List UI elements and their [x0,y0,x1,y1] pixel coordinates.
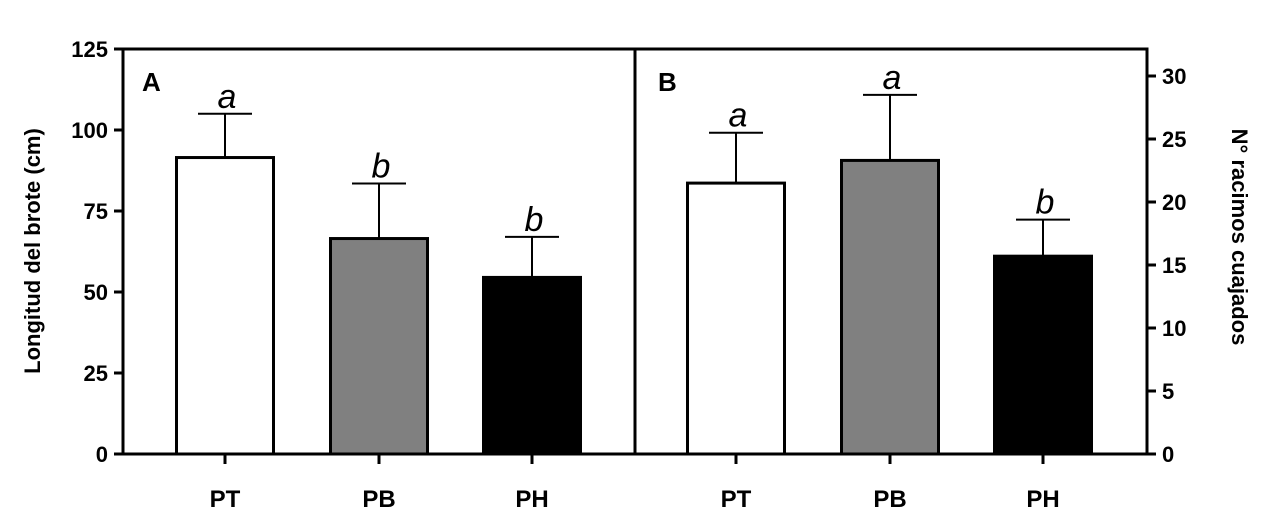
bar-b-pt [686,181,786,456]
panel-a-label: A [142,67,161,97]
y-tick-label: 15 [1162,253,1186,278]
bar-b-pb [840,158,940,456]
y-tick-label: 0 [1162,442,1174,467]
bar-a-ph [482,275,582,456]
bars-panel-a: a PT b PB b PH [175,78,582,513]
x-category-label: PT [721,486,752,513]
bars-panel-b: a PT a PB b PH [686,59,1093,513]
bar-a-pb [329,237,429,456]
bar-b-ph [993,254,1093,456]
y-tick-label: 125 [71,37,108,62]
y-tick-label: 5 [1162,379,1174,404]
panel-b: B N° racimos cuajados 0 5 10 15 20 25 30 a PT a P… [633,47,1252,513]
y-tick-label: 10 [1162,316,1186,341]
y-axis-right: 0 5 10 15 20 25 30 [1147,64,1186,467]
panel-b-label: B [658,67,677,97]
significance-label: b [372,147,391,185]
y-tick-label: 30 [1162,64,1186,89]
significance-label: a [883,59,902,97]
x-category-label: PB [873,486,906,513]
y-axis-left: 0 25 50 75 100 125 [71,37,123,467]
y-tick-label: 100 [71,118,108,143]
y-axis-title-right: N° racimos cuajados [1227,129,1252,346]
x-category-label: PB [362,486,395,513]
x-category-label: PH [1026,486,1059,513]
significance-label: a [218,78,237,116]
significance-label: b [1036,184,1055,222]
x-category-label: PH [515,486,548,513]
significance-label: a [729,97,748,135]
significance-label: b [525,201,544,239]
y-tick-label: 50 [84,280,108,305]
x-category-label: PT [210,486,241,513]
y-tick-label: 20 [1162,190,1186,215]
panel-a: A Longitud del brote (cm) 0255075100125 … [20,37,637,513]
y-tick-label: 25 [1162,127,1186,152]
y-axis-title-left: Longitud del brote (cm) [20,128,45,374]
bar-a-pt [175,156,275,456]
y-tick-label: 75 [84,199,108,224]
y-tick-label: 25 [84,361,108,386]
y-tick-label: 0 [96,442,108,467]
